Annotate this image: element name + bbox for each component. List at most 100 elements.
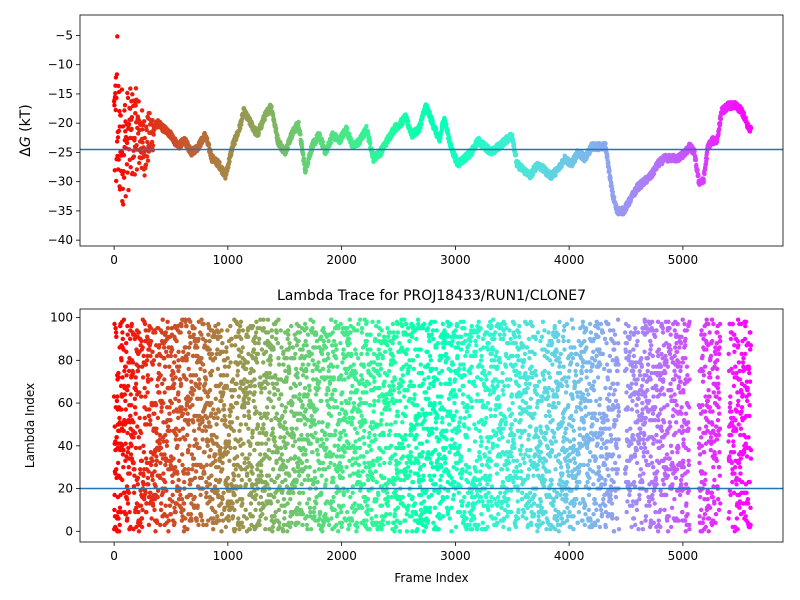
bottom-data-point [258,375,263,380]
bottom-data-point [119,407,124,412]
bottom-data-point [171,456,176,461]
bottom-data-point [300,347,305,352]
bottom-data-point [232,388,237,393]
bottom-data-point [353,450,358,455]
bottom-data-point [158,373,163,378]
top-data-point [142,119,147,124]
bottom-data-point [318,509,323,515]
bottom-data-point [260,512,265,517]
bottom-data-point [353,347,358,352]
top-data-point [298,132,303,137]
bottom-data-point [195,345,200,350]
bottom-data-point [308,527,314,532]
bottom-data-point [257,336,262,342]
top-data-point [223,176,228,181]
bottom-data-point [185,527,190,532]
bottom-data-point [116,516,121,521]
bottom-data-point [271,494,277,500]
bottom-data-point [276,396,282,401]
bottom-data-point [341,492,346,498]
bottom-data-point [147,422,153,427]
bottom-data-point [315,364,320,369]
bottom-data-point [275,341,281,346]
bottom-data-point [130,360,136,365]
top-data-point [609,186,615,191]
bottom-data-point [242,413,247,419]
top-data-point [113,91,118,96]
bottom-data-point [349,351,354,357]
bottom-data-point [120,375,125,380]
bottom-data-point [239,349,244,354]
bottom-data-point [284,356,290,361]
bottom-data-point [116,370,121,376]
bottom-data-point [341,347,346,352]
bottom-data-point [172,381,177,386]
bottom-data-point [313,392,319,397]
bottom-data-point [271,347,276,352]
bottom-data-point [120,330,125,335]
top-y-tick-label: −10 [48,58,73,72]
bottom-data-point [284,375,289,380]
bottom-data-point [161,400,166,406]
bottom-data-point [329,317,334,322]
bottom-data-point [314,447,320,453]
bottom-data-point [310,326,315,331]
bottom-data-point [155,415,161,421]
bottom-data-point [131,490,137,495]
bottom-data-point [295,375,300,380]
bottom-data-point [240,345,245,350]
bottom-data-point [328,413,334,419]
bottom-data-point [225,450,230,455]
top-data-point [510,132,515,137]
bottom-data-point [309,413,314,419]
top-data-point [366,131,371,136]
bottom-data-point [226,518,231,523]
bottom-data-point [164,349,169,354]
bottom-data-point [288,524,293,530]
top-data-point [112,103,117,108]
bottom-data-point [252,447,257,453]
bottom-data-point [185,432,190,438]
top-data-point [150,143,156,148]
top-data-point [118,113,123,118]
bottom-data-point [217,477,223,483]
bottom-data-point [171,370,176,376]
bottom-data-point [291,432,297,438]
bottom-data-point [279,345,284,350]
top-data-point [605,154,610,159]
bottom-data-point [244,516,249,521]
bottom-data-point [190,467,195,472]
bottom-data-point [236,516,241,521]
bottom-data-point [263,527,268,532]
bottom-data-point [337,460,343,466]
bottom-data-point [230,514,236,519]
bottom-data-point [297,473,302,478]
top-data-point [133,103,138,108]
bottom-data-point [353,439,358,444]
bottom-data-point [346,336,352,342]
bottom-data-point [203,338,208,344]
bottom-data-point [117,415,122,421]
bottom-data-point [195,503,200,508]
bottom-data-point [324,445,329,451]
bottom-data-point [163,462,168,468]
bottom-data-point [153,529,158,534]
bottom-data-point [225,475,231,481]
bottom-data-point [166,424,171,429]
bottom-data-point [257,522,262,528]
top-data-point [301,152,306,157]
bottom-data-point [270,430,275,436]
bottom-data-point [177,364,182,369]
bottom-data-point [219,328,224,333]
bottom-data-point [353,351,359,357]
bottom-data-point [198,366,203,372]
bottom-data-point [277,520,282,525]
bottom-data-point [340,360,345,365]
bottom-data-point [338,373,344,378]
top-data-point [151,132,156,137]
bottom-data-point [319,398,324,404]
bottom-data-point [211,516,216,521]
bottom-data-point [269,418,274,423]
bottom-data-point [333,428,338,433]
bottom-data-point [345,509,350,515]
